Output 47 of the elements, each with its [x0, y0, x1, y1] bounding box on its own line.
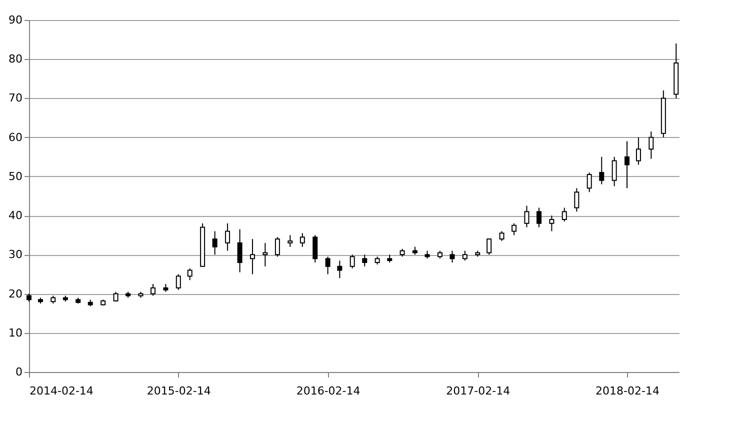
y-tick-label: 10	[8, 326, 22, 340]
candlestick	[274, 236, 280, 258]
x-tick-label: 2014-02-14	[30, 384, 94, 398]
candlestick	[187, 268, 192, 281]
candlestick	[225, 222, 230, 252]
y-tick-label: 30	[8, 248, 22, 262]
candlestick	[536, 207, 542, 228]
candlestick	[237, 228, 242, 273]
candlestick	[486, 238, 492, 256]
candlestick	[250, 238, 255, 275]
x-tick-label: 2016-02-14	[296, 384, 360, 398]
candlestick	[288, 234, 293, 248]
candlestick	[212, 230, 218, 256]
y-tick-label: 60	[8, 130, 22, 144]
x-tick-label: 2018-02-14	[596, 384, 660, 398]
candlestick	[574, 188, 580, 212]
candlestick	[612, 156, 617, 187]
candlestick	[362, 254, 368, 267]
candlestick	[325, 256, 330, 275]
candlestick	[176, 274, 181, 290]
y-tick-label: 90	[8, 14, 22, 26]
candlestick	[450, 250, 455, 263]
candlestick	[648, 130, 654, 160]
candlestick	[562, 207, 567, 222]
candlestick	[499, 230, 504, 242]
y-tick-label: 80	[8, 52, 22, 66]
y-tick-label: 70	[8, 92, 22, 105]
candlestick	[337, 260, 342, 279]
candlestick	[300, 232, 305, 248]
candlestick	[549, 215, 554, 232]
y-tick-label: 40	[8, 209, 22, 222]
candlestick	[262, 242, 268, 267]
candlestick	[524, 205, 530, 228]
y-tick-label: 0	[16, 366, 22, 378]
candlestick	[599, 156, 604, 185]
x-tick-label: 2015-02-14	[146, 384, 211, 398]
candlestick	[350, 254, 355, 269]
y-tick-label: 50	[8, 170, 22, 183]
candlestick	[150, 284, 156, 296]
y-tick-label: 20	[8, 287, 22, 300]
candlestick	[462, 250, 468, 262]
candlestick	[636, 136, 641, 166]
x-tick-label: 2017-02-14	[446, 384, 510, 398]
candlestick	[624, 140, 630, 189]
candlestick	[312, 234, 318, 263]
candlestick	[512, 222, 517, 236]
candlestick	[586, 172, 592, 193]
